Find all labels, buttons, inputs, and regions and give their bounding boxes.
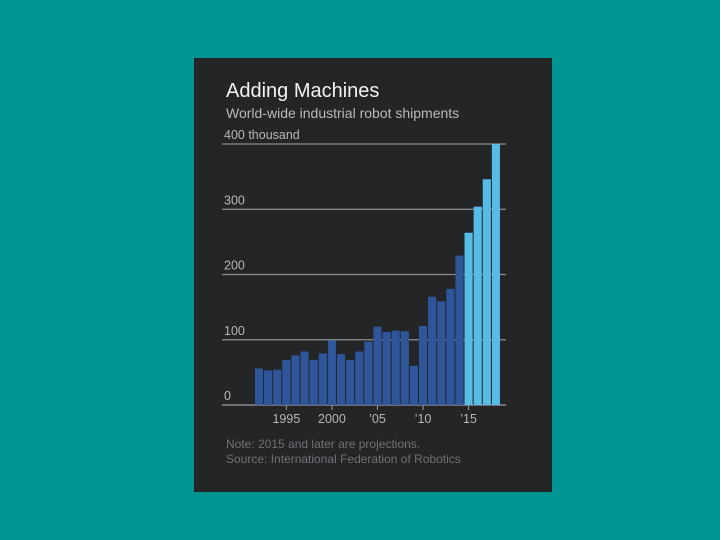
- y-tick-label: 300: [224, 193, 245, 207]
- chart-card: Adding Machines World-wide industrial ro…: [194, 58, 552, 492]
- shipment-bar: [418, 326, 428, 405]
- shipment-bar: [455, 255, 464, 405]
- bars: [255, 144, 500, 405]
- projection-bar: [473, 206, 482, 405]
- shipment-bar: [336, 354, 346, 405]
- shipment-bar: [273, 369, 282, 405]
- chart-footnote: Note: 2015 and later are projections. So…: [226, 437, 461, 467]
- shipment-bar: [409, 365, 418, 405]
- y-tick-label: 200: [224, 259, 245, 273]
- chart-subtitle: World-wide industrial robot shipments: [226, 105, 460, 121]
- shipment-bar: [346, 359, 355, 405]
- shipment-bar: [255, 368, 264, 405]
- x-tick-label: ’10: [415, 412, 432, 426]
- x-axis: 1995 2000 ’05 ’10 ’15: [272, 405, 477, 426]
- shipment-bar: [355, 351, 364, 405]
- shipment-bar: [264, 370, 273, 405]
- shipment-bar: [282, 359, 291, 405]
- shipment-bar: [309, 359, 318, 405]
- projection-note: Note: 2015 and later are projections.: [226, 437, 421, 451]
- projection-bar: [482, 179, 491, 405]
- chart-title: Adding Machines: [226, 80, 380, 102]
- shipment-bar: [373, 326, 382, 405]
- x-tick-label: ’05: [369, 412, 386, 426]
- shipment-bar: [300, 351, 309, 405]
- shipment-bar: [391, 330, 400, 405]
- x-tick-label: ’15: [460, 412, 477, 426]
- shipment-bar: [428, 296, 437, 405]
- y-tick-label: 400 thousand: [224, 128, 300, 142]
- shipment-bar: [382, 331, 391, 405]
- source-note: Source: International Federation of Robo…: [226, 452, 461, 466]
- shipment-bar: [327, 340, 336, 405]
- y-axis-labels: 0 100 200 300 400 thousand: [224, 128, 300, 403]
- projection-bar: [464, 232, 473, 405]
- y-tick-label: 0: [224, 389, 231, 403]
- shipment-bar: [318, 353, 327, 405]
- shipment-bar: [446, 288, 455, 405]
- bar-chart: 0 100 200 300 400 thousand 1995 2000 ’05 ’10 ’15: [222, 128, 506, 426]
- shipment-bar: [400, 331, 409, 405]
- shipment-bar: [364, 341, 373, 405]
- projection-bar: [491, 144, 500, 405]
- shipment-bar: [437, 301, 446, 405]
- shipment-bar: [291, 355, 300, 405]
- x-tick-label: 1995: [272, 412, 300, 426]
- x-tick-label: 2000: [318, 412, 346, 426]
- y-tick-label: 100: [224, 324, 245, 338]
